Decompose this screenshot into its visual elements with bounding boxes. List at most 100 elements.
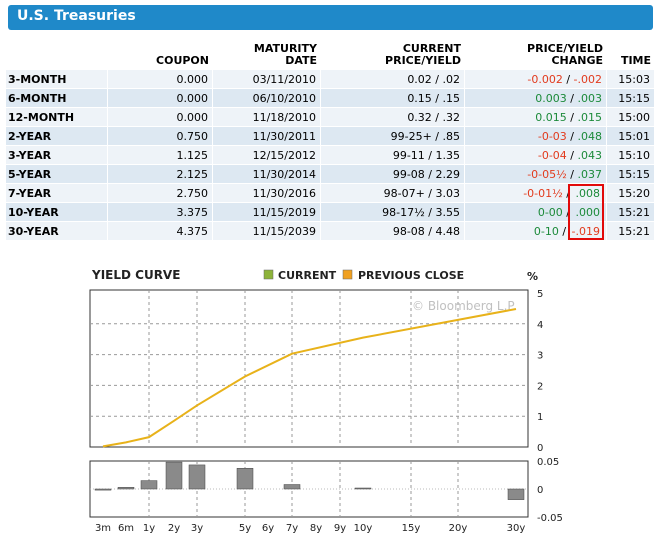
price-change: -0-04 [537, 148, 567, 162]
yield-change: .015 [577, 110, 603, 124]
col-header-price: CURRENT PRICE/YIELD [385, 42, 461, 67]
y-tick-label: 0 [537, 443, 543, 454]
legend-current-label: CURRENT [278, 269, 337, 282]
row-coupon: 0.000 [108, 70, 213, 88]
row-time: 15:00 [607, 108, 655, 126]
change-plot-area: 0.05 0 -0.05 [89, 457, 563, 524]
price-change: -0.002 [527, 72, 563, 86]
treasuries-table: COUPON MATURITY DATE CURRENT PRICE/YIELD P… [6, 42, 655, 241]
row-maturity: 11/15/2019 [213, 203, 321, 221]
change-bar [188, 464, 206, 490]
row-price-yield: 0.15 / .15 [321, 89, 465, 107]
main-plot-frame [89, 289, 529, 448]
table-row[interactable]: 6-MONTH 0.000 06/10/2010 0.15 / .15 0.003 / … [6, 89, 655, 107]
table-row[interactable]: 12-MONTH 0.000 11/18/2010 0.32 / .32 0.015 /… [6, 108, 655, 126]
row-price-yield: 98-08 / 4.48 [321, 222, 465, 240]
table-row[interactable]: 10-YEAR 3.375 11/15/2019 98-17½ / 3.55 0-00 … [6, 203, 655, 221]
row-price-yield: 99-11 / 1.35 [321, 146, 465, 164]
price-change: 0-00 [537, 205, 563, 219]
table-row[interactable]: 7-YEAR 2.750 11/30/2016 98-07+ / 3.03 -0-01½… [6, 184, 655, 202]
row-time: 15:10 [607, 146, 655, 164]
change-separator: / [566, 129, 578, 143]
x-tick-label: 3m [95, 523, 111, 534]
x-tick-label: 6m [118, 523, 134, 534]
price-change: 0.003 [535, 91, 567, 105]
change-separator: / [566, 148, 578, 162]
row-price-yield: 99-08 / 2.29 [321, 165, 465, 183]
row-coupon: 0.000 [108, 89, 213, 107]
yield-change: .000 [575, 205, 601, 219]
row-coupon: 4.375 [108, 222, 213, 240]
price-change: 0.015 [535, 110, 567, 124]
row-coupon: 1.125 [108, 146, 213, 164]
change-separator: / [562, 72, 574, 86]
row-name: 2-YEAR [6, 127, 108, 145]
change-bar [507, 488, 525, 500]
change-bar [117, 487, 135, 490]
row-price-yield: 98-17½ / 3.55 [321, 203, 465, 221]
change-separator: / [566, 167, 578, 181]
yield-curve-chart: YIELD CURVE CURRENT PREVIOUS CLOSE % © B… [89, 268, 563, 534]
change-separator: / [566, 110, 578, 124]
row-change: 0.015 / .015 [465, 108, 607, 126]
row-coupon: 0.750 [108, 127, 213, 145]
row-time: 15:20 [607, 184, 655, 202]
page-title: U.S. Treasuries [17, 8, 136, 24]
col-header-name [6, 43, 108, 69]
yield-change: -.002 [573, 72, 602, 86]
row-name: 30-YEAR [6, 222, 108, 240]
row-coupon: 0.000 [108, 108, 213, 126]
col-header-coupon: COUPON [156, 54, 209, 67]
col-header-change: PRICE/YIELD CHANGE [527, 42, 603, 67]
row-maturity: 11/18/2010 [213, 108, 321, 126]
row-change: -0.002 / -.002 [465, 70, 607, 88]
row-maturity: 11/30/2016 [213, 184, 321, 202]
row-name: 12-MONTH [6, 108, 108, 126]
legend-previous-label: PREVIOUS CLOSE [358, 269, 464, 282]
table-row[interactable]: 2-YEAR 0.750 11/30/2011 99-25+ / .85 -0-03 /… [6, 127, 655, 145]
row-name: 3-MONTH [6, 70, 108, 88]
row-price-yield: 0.02 / .02 [321, 70, 465, 88]
yield-change: .037 [577, 167, 603, 181]
row-coupon: 2.750 [108, 184, 213, 202]
x-tick-label: 20y [449, 523, 468, 534]
current-yield-line [102, 308, 517, 448]
table-row[interactable]: 3-MONTH 0.000 03/11/2010 0.02 / .02 -0.002 /… [6, 70, 655, 88]
x-tick-label: 5y [239, 523, 251, 534]
x-tick-label: 10y [354, 523, 373, 534]
table-row[interactable]: 3-YEAR 1.125 12/15/2012 99-11 / 1.35 -0-04 /… [6, 146, 655, 164]
table-row[interactable]: 30-YEAR 4.375 11/15/2039 98-08 / 4.48 0-10 /… [6, 222, 655, 240]
change-separator: / [562, 205, 574, 219]
unit-label: % [527, 270, 538, 283]
change-bar [236, 468, 254, 490]
x-tick-label: 30y [507, 523, 526, 534]
x-tick-label: 6y [262, 523, 274, 534]
change-bar [94, 488, 112, 491]
table-header-row: COUPON MATURITY DATE CURRENT PRICE/YIELD P… [6, 43, 655, 69]
col-header-time: TIME [620, 54, 651, 67]
table-row[interactable]: 5-YEAR 2.125 11/30/2014 99-08 / 2.29 -0-05½ … [6, 165, 655, 183]
y-tick-label: 2 [537, 381, 543, 392]
row-name: 7-YEAR [6, 184, 108, 202]
row-change: -0-05½ / .037 [465, 165, 607, 183]
row-change: 0.003 / .003 [465, 89, 607, 107]
change-separator: / [558, 224, 570, 238]
row-time: 15:15 [607, 89, 655, 107]
y-tick-label: 3 [537, 351, 543, 362]
change-bar [354, 487, 372, 490]
row-maturity: 03/11/2010 [213, 70, 321, 88]
row-change: 0-00 / .000 [465, 203, 607, 221]
change-bar [140, 480, 158, 490]
row-maturity: 12/15/2012 [213, 146, 321, 164]
row-change: -0-03 / .048 [465, 127, 607, 145]
yield-change: .003 [577, 91, 603, 105]
row-change: -0-04 / .043 [465, 146, 607, 164]
row-maturity: 06/10/2010 [213, 89, 321, 107]
row-name: 6-MONTH [6, 89, 108, 107]
row-price-yield: 98-07+ / 3.03 [321, 184, 465, 202]
x-tick-label: 8y [310, 523, 322, 534]
price-change: 0-10 [533, 224, 559, 238]
yield-change: -.019 [571, 224, 600, 238]
change-y-tick-label: 0.05 [537, 457, 559, 468]
chart-title: YIELD CURVE [91, 268, 180, 282]
